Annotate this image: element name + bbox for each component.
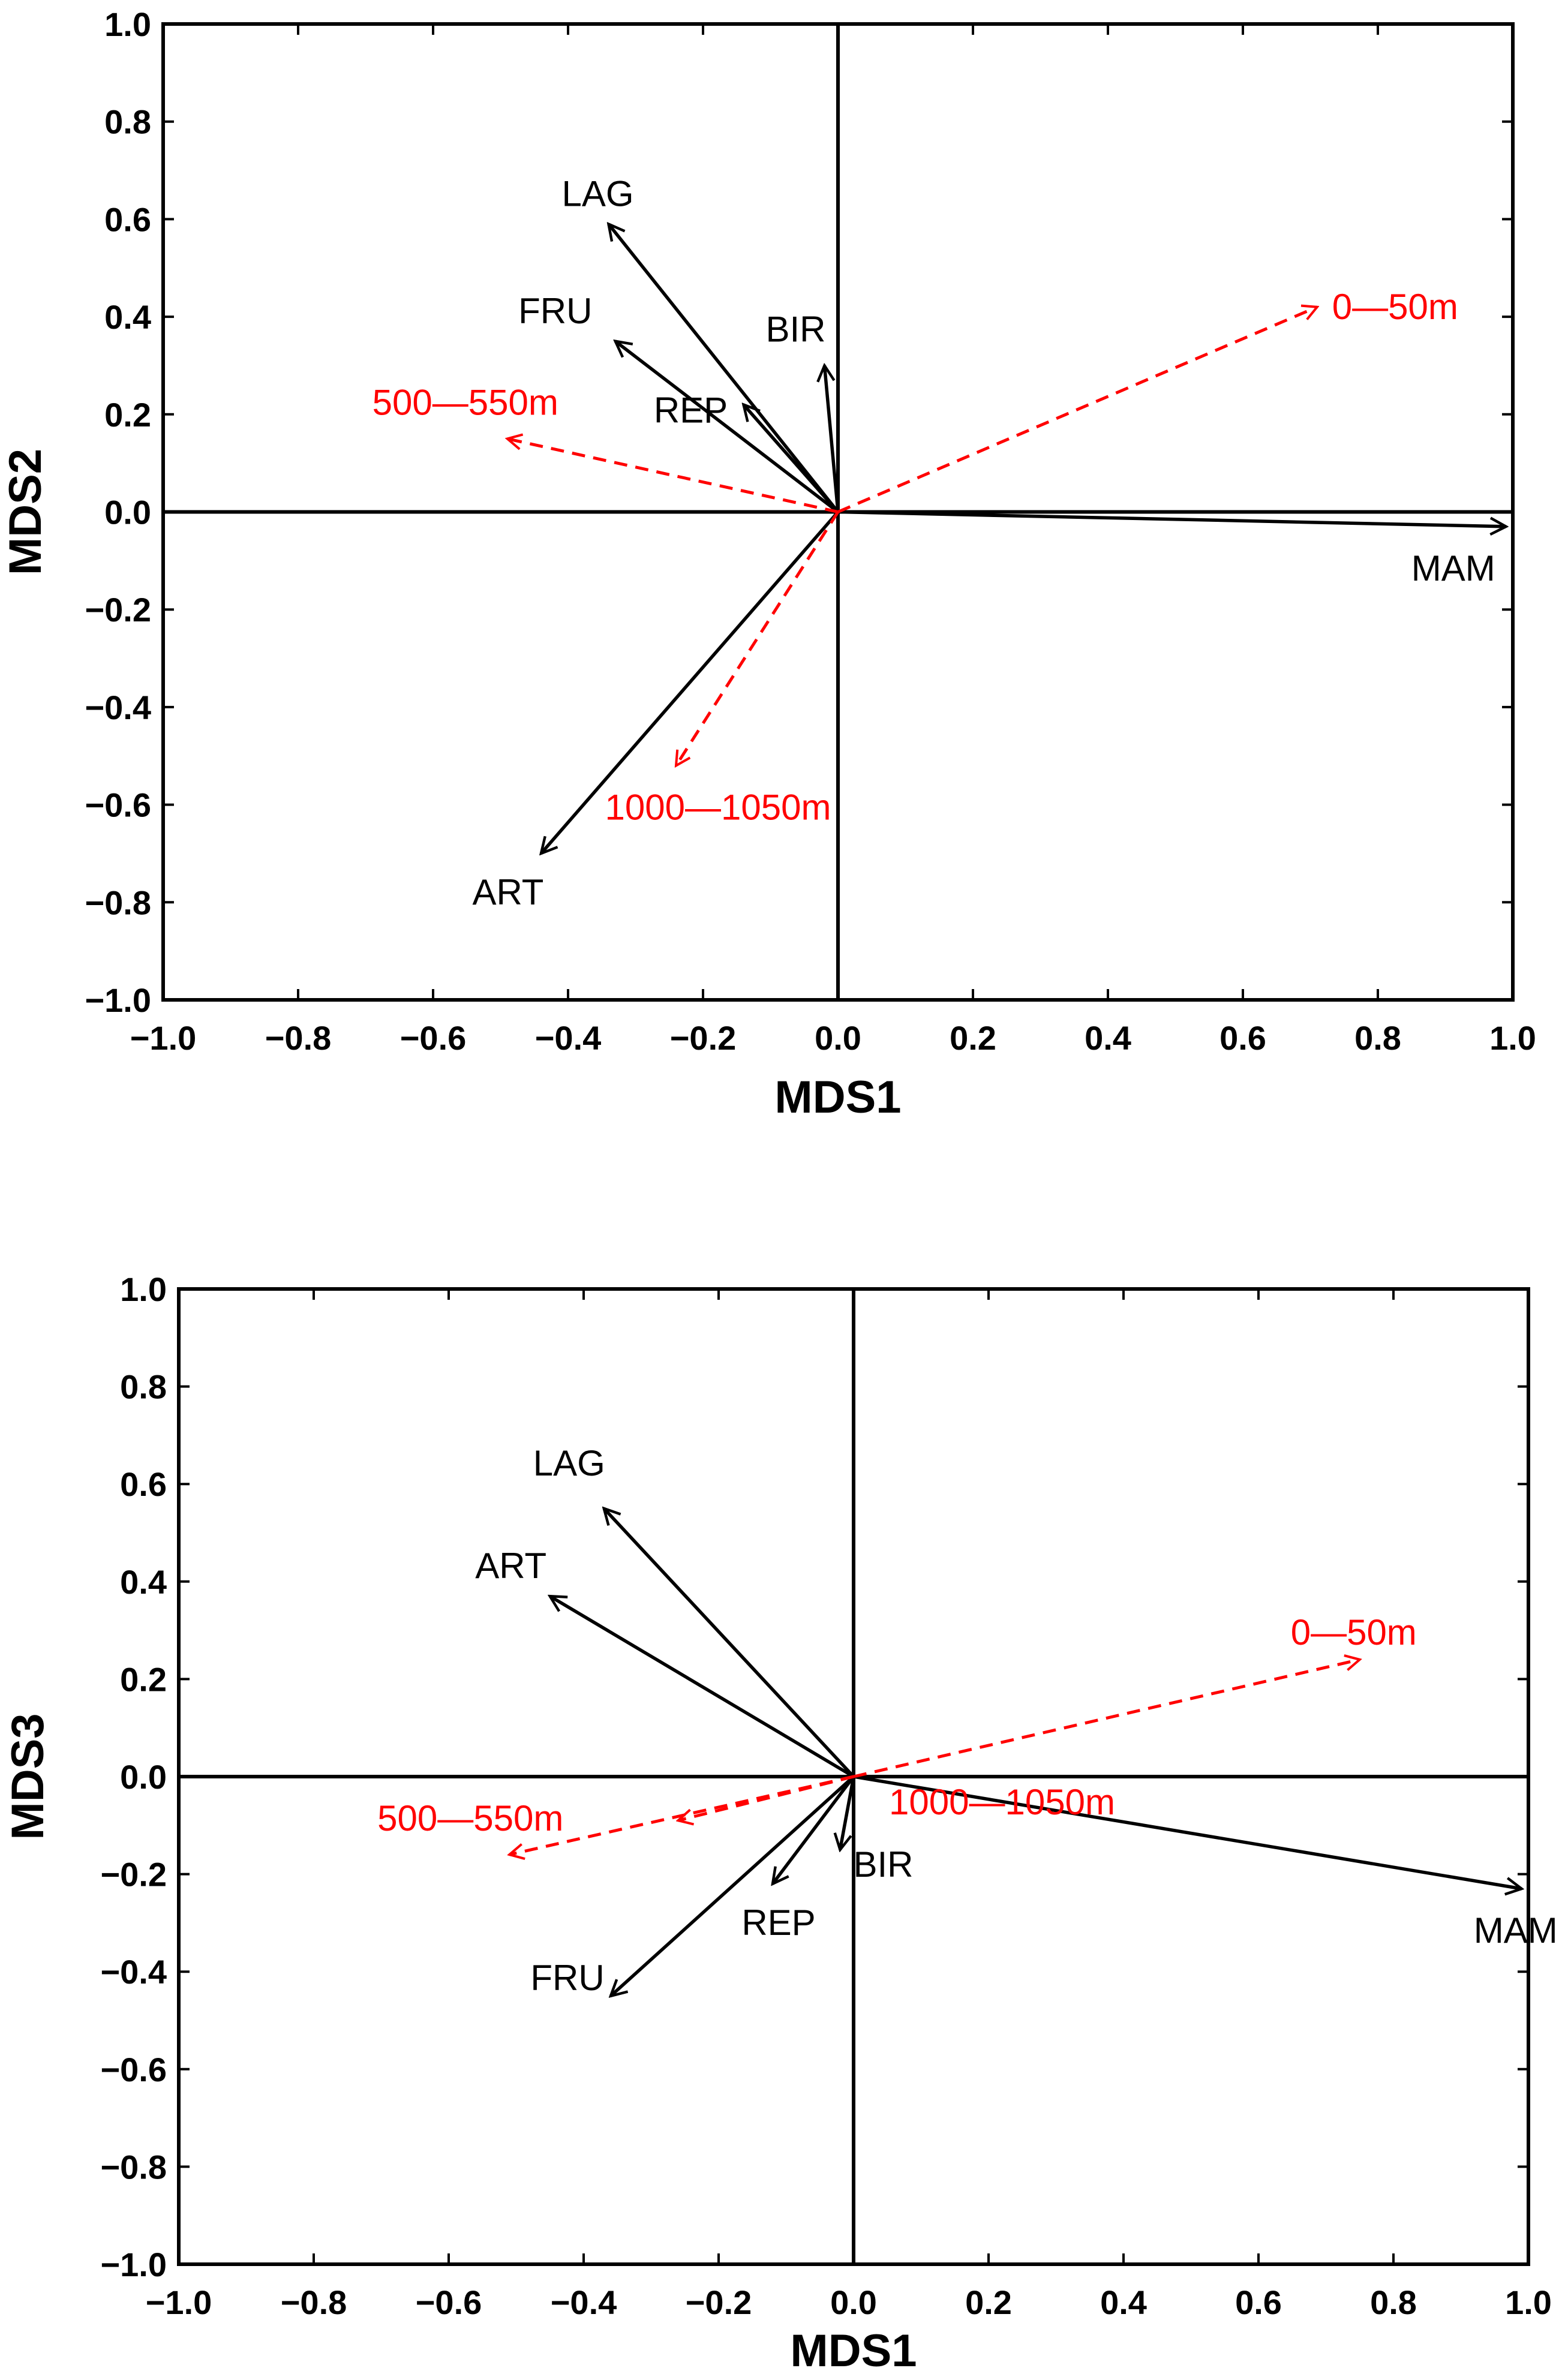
vector-label-lag: LAG — [561, 174, 633, 214]
x-tick-label: −1.0 — [146, 2283, 212, 2321]
y-tick-label: −0.6 — [100, 2051, 167, 2088]
vector-fru — [611, 1775, 855, 1996]
x-tick-label: −1.0 — [130, 1019, 197, 1057]
y-tick-label: −0.6 — [85, 786, 151, 824]
y-tick-label: −0.4 — [85, 689, 151, 726]
y-tick-label: 1.0 — [120, 1270, 167, 1308]
y-tick-label: −0.2 — [85, 591, 151, 629]
y-axis-label: MDS2 — [0, 449, 51, 575]
vector-mam — [853, 1775, 1522, 1889]
y-axis-label: MDS3 — [2, 1713, 53, 1840]
x-tick-label: 0.0 — [830, 2283, 877, 2321]
vector-label-500-550m: 500—550m — [377, 1798, 563, 1838]
x-tick-label: 0.2 — [965, 2283, 1012, 2321]
x-tick-label: 0.4 — [1085, 1019, 1131, 1057]
vector-rep — [773, 1775, 855, 1884]
vector-art — [550, 1596, 855, 1778]
x-tick-label: −0.2 — [686, 2283, 752, 2321]
x-tick-label: 0.2 — [950, 1019, 996, 1057]
x-tick-label: −0.6 — [416, 2283, 482, 2321]
y-tick-label: −0.8 — [100, 2148, 167, 2186]
x-tick-label: 0.0 — [815, 1019, 861, 1057]
vector-0-50m — [853, 1660, 1360, 1778]
vector-label-bir: BIR — [853, 1844, 913, 1885]
x-tick-label: −0.8 — [265, 1019, 332, 1057]
vector-label-fru: FRU — [518, 291, 592, 331]
vector-500-550m — [507, 438, 839, 513]
vector-label-1000-1050m: 1000—1050m — [889, 1782, 1115, 1822]
x-axis-label: MDS1 — [774, 1072, 901, 1123]
x-tick-label: 0.4 — [1100, 2283, 1147, 2321]
vector-label-1000-1050m: 1000—1050m — [605, 788, 831, 828]
y-tick-label: 0.6 — [104, 200, 151, 238]
vector-mam — [837, 510, 1506, 527]
y-tick-label: 0.2 — [104, 396, 151, 434]
y-tick-label: −1.0 — [100, 2246, 167, 2283]
vector-art — [541, 510, 840, 854]
y-tick-label: 0.8 — [120, 1368, 167, 1406]
vector-lag — [609, 224, 840, 513]
x-tick-label: −0.4 — [551, 2283, 617, 2321]
x-tick-label: 0.6 — [1219, 1019, 1266, 1057]
y-tick-label: −0.8 — [85, 884, 151, 921]
x-tick-label: −0.8 — [281, 2283, 347, 2321]
vector-label-500-550m: 500—550m — [373, 382, 558, 422]
vector-bir — [825, 365, 840, 512]
x-tick-label: −0.6 — [400, 1019, 467, 1057]
x-tick-label: 1.0 — [1505, 2283, 1552, 2321]
x-tick-label: 0.6 — [1235, 2283, 1282, 2321]
y-tick-label: 0.0 — [104, 494, 151, 531]
vector-label-art: ART — [473, 872, 544, 912]
vector-label-bir: BIR — [765, 309, 825, 349]
vector-fru — [615, 341, 839, 513]
mds1-mds3-plot: −1.0 −0.8 −0.6 −0.4 −0.2 0.0 0.2 0.4 0.6 0.8 1.0 −1… — [2, 1270, 1558, 2374]
y-tick-label: 0.0 — [120, 1758, 167, 1796]
vector-lag — [604, 1508, 855, 1778]
x-tick-label: 0.8 — [1370, 2283, 1417, 2321]
y-tick-label: 0.2 — [120, 1660, 167, 1698]
y-tick-label: 0.8 — [104, 103, 151, 141]
x-tick-label: −0.2 — [670, 1019, 737, 1057]
vector-0-50m — [837, 307, 1317, 513]
vector-label-rep: REP — [654, 390, 728, 431]
vector-label-art: ART — [475, 1546, 546, 1586]
x-tick-label: 1.0 — [1489, 1019, 1536, 1057]
y-tick-label: 1.0 — [104, 5, 151, 43]
vector-label-0-50m: 0—50m — [1332, 287, 1458, 327]
y-tick-label: −1.0 — [85, 981, 151, 1019]
vector-label-0-50m: 0—50m — [1291, 1612, 1417, 1652]
vector-label-mam: MAM — [1474, 1910, 1558, 1951]
vector-label-mam: MAM — [1411, 548, 1495, 588]
vector-1000-1050m — [678, 1775, 854, 1820]
vector-1000-1050m — [676, 511, 840, 766]
y-tick-label: −0.4 — [100, 1953, 167, 1991]
vector-bir — [840, 1776, 855, 1850]
vector-label-fru: FRU — [530, 1958, 604, 1998]
vector-label-lag: LAG — [533, 1443, 605, 1483]
x-tick-label: 0.8 — [1354, 1019, 1401, 1057]
y-tick-label: 0.4 — [120, 1563, 167, 1601]
mds1-mds2-plot: −1.0 −0.8 −0.6 −0.4 −0.2 0.0 0.2 0.4 0.6 0.8 1.0 −1… — [0, 5, 1536, 1123]
x-tick-label: −0.4 — [535, 1019, 602, 1057]
x-axis-label: MDS1 — [790, 2325, 917, 2374]
y-tick-label: 0.6 — [120, 1465, 167, 1503]
y-tick-label: −0.2 — [100, 1856, 167, 1894]
vector-rep — [744, 405, 840, 513]
vector-label-rep: REP — [741, 1903, 815, 1943]
y-tick-label: 0.4 — [104, 298, 151, 336]
